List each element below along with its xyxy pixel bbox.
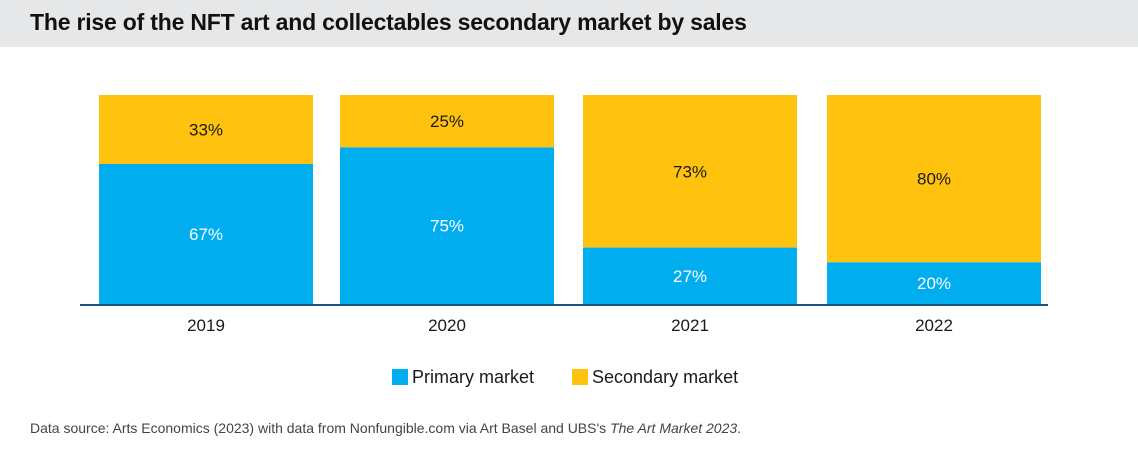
data-label-secondary-2019: 33% <box>189 120 223 139</box>
bar-primary-2022 <box>827 262 1041 304</box>
x-tick-label-2021: 2021 <box>671 316 709 335</box>
x-tick-label-2019: 2019 <box>187 316 225 335</box>
data-label-secondary-2020: 25% <box>430 112 464 131</box>
source-period: . <box>737 420 742 436</box>
legend-label-primary: Primary market <box>412 366 535 387</box>
legend-swatch-secondary <box>572 369 589 385</box>
chart-title: The rise of the NFT art and collectables… <box>30 9 747 35</box>
bar-primary-2021 <box>583 247 797 304</box>
title-bar: The rise of the NFT art and collectables… <box>0 0 1138 47</box>
data-label-primary-2021: 27% <box>673 267 707 286</box>
data-label-primary-2019: 67% <box>189 225 223 244</box>
legend-item-secondary: Secondary market <box>572 367 738 388</box>
x-tick-label-2020: 2020 <box>428 316 466 335</box>
bar-secondary-2022 <box>827 95 1041 263</box>
legend-swatch-primary <box>392 369 408 385</box>
data-label-secondary-2021: 73% <box>673 162 707 181</box>
data-label-primary-2022: 20% <box>917 274 951 293</box>
data-label-primary-2020: 75% <box>430 217 464 236</box>
legend-item-primary: Primary market <box>392 367 534 388</box>
x-tick-label-2022: 2022 <box>915 316 953 335</box>
bar-primary-2019 <box>99 163 313 304</box>
bar-primary-2020 <box>340 147 554 304</box>
source-publication: The Art Market 2023 <box>610 420 738 436</box>
source-text: Data source: Arts Economics (2023) with … <box>30 420 611 436</box>
bar-secondary-2021 <box>583 95 797 248</box>
data-source-note: Data source: Arts Economics (2023) with … <box>30 420 741 436</box>
bar-secondary-2020 <box>340 95 554 148</box>
legend: Primary market Secondary market <box>392 364 776 390</box>
legend-label-secondary: Secondary market <box>592 366 739 387</box>
bar-secondary-2019 <box>99 95 313 164</box>
data-label-secondary-2022: 80% <box>917 170 951 189</box>
